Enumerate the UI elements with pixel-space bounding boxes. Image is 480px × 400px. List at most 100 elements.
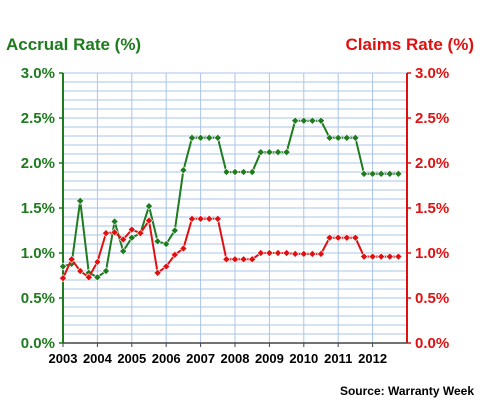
accrual-point bbox=[316, 116, 326, 125]
claims-point bbox=[93, 257, 102, 267]
left-y-axis: 0.0% 0.5% 1.0% 1.5% 2.0% 2.5% 3.0% bbox=[21, 65, 63, 352]
right-tick-label: 1.0% bbox=[415, 245, 449, 262]
accrual-point bbox=[248, 167, 257, 177]
accrual-point bbox=[162, 239, 171, 249]
accrual-point bbox=[239, 167, 248, 177]
accrual-point bbox=[282, 148, 291, 157]
accrual-point bbox=[273, 148, 283, 157]
claims-point bbox=[342, 233, 351, 242]
accrual-point bbox=[334, 133, 343, 142]
right-axis-title: Claims Rate (%) bbox=[346, 35, 474, 54]
claims-point bbox=[291, 249, 300, 258]
left-tick-label: 3.0% bbox=[21, 65, 55, 82]
accrual-point bbox=[119, 247, 128, 256]
accrual-point bbox=[205, 133, 214, 142]
claims-point bbox=[144, 216, 154, 225]
claims-point bbox=[256, 248, 265, 258]
claims-point bbox=[110, 228, 119, 237]
claims-point bbox=[351, 233, 360, 242]
accrual-point bbox=[351, 133, 360, 142]
claims-point bbox=[213, 214, 222, 223]
accrual-point bbox=[265, 148, 274, 157]
accrual-point bbox=[153, 237, 162, 246]
left-axis-title: Accrual Rate (%) bbox=[6, 35, 141, 54]
x-tick-label: 2006 bbox=[152, 351, 181, 366]
accrual-point bbox=[76, 196, 85, 205]
accrual-point bbox=[394, 169, 403, 178]
grid bbox=[63, 72, 408, 343]
x-tick-label: 2010 bbox=[289, 351, 318, 366]
claims-point bbox=[282, 248, 291, 258]
left-tick-label: 0.0% bbox=[21, 335, 55, 352]
claims-point bbox=[58, 274, 68, 283]
accrual-point bbox=[377, 169, 386, 178]
x-tick-label: 2008 bbox=[221, 351, 250, 366]
right-tick-label: 0.0% bbox=[415, 335, 449, 352]
claims-point bbox=[76, 266, 85, 276]
source-note: Source: Warranty Week bbox=[340, 384, 474, 398]
claims-point bbox=[196, 214, 205, 223]
claims-series-line bbox=[62, 217, 399, 279]
x-tick-label: 2012 bbox=[358, 351, 387, 366]
x-tick-label: 2005 bbox=[117, 351, 146, 366]
right-y-axis: 0.0% 0.5% 1.0% 1.5% 2.0% 2.5% 3.0% bbox=[407, 65, 449, 352]
right-tick-label: 3.0% bbox=[415, 65, 449, 82]
accrual-point bbox=[222, 167, 231, 177]
x-tick-label: 2003 bbox=[49, 351, 78, 366]
claims-point bbox=[385, 252, 394, 261]
claims-point bbox=[265, 248, 274, 258]
accrual-point bbox=[385, 169, 394, 178]
accrual-point bbox=[127, 233, 136, 242]
claims-point bbox=[248, 255, 257, 264]
accrual-point bbox=[325, 133, 334, 142]
x-tick-label: 2009 bbox=[255, 351, 284, 366]
accrual-point bbox=[308, 116, 317, 125]
claims-point bbox=[394, 252, 403, 261]
accrual-point bbox=[101, 266, 111, 276]
claims-point bbox=[153, 268, 162, 277]
right-tick-label: 2.5% bbox=[415, 110, 449, 127]
claims-point bbox=[359, 252, 369, 261]
claims-point bbox=[179, 244, 188, 253]
x-axis: 2003 2004 2005 2006 2007 2008 2009 2010 2011 2012 bbox=[49, 343, 387, 366]
accrual-point bbox=[299, 116, 308, 125]
claims-point bbox=[334, 233, 343, 242]
claims-point bbox=[101, 229, 111, 238]
claims-point bbox=[239, 255, 248, 264]
accrual-point bbox=[93, 273, 102, 282]
claims-point bbox=[162, 262, 171, 271]
left-tick-label: 2.5% bbox=[21, 110, 55, 127]
claims-point bbox=[84, 273, 93, 282]
x-tick-label: 2011 bbox=[324, 351, 352, 366]
accrual-point bbox=[187, 133, 197, 142]
claims-point bbox=[368, 252, 377, 261]
claims-point bbox=[170, 250, 179, 259]
accrual-point bbox=[58, 262, 68, 271]
left-tick-label: 2.0% bbox=[21, 155, 55, 172]
claims-point bbox=[136, 229, 145, 238]
right-tick-label: 2.0% bbox=[415, 155, 449, 172]
claims-point bbox=[308, 249, 317, 258]
accrual-point bbox=[213, 133, 222, 142]
accrual-point bbox=[144, 202, 154, 211]
claims-point bbox=[325, 233, 334, 242]
x-tick-label: 2004 bbox=[83, 351, 113, 366]
accrual-point bbox=[170, 226, 179, 235]
accrual-point bbox=[342, 133, 351, 142]
accrual-point bbox=[256, 148, 265, 157]
claims-point bbox=[127, 225, 136, 234]
claims-point bbox=[230, 255, 240, 264]
claims-point bbox=[377, 252, 386, 261]
left-tick-label: 0.5% bbox=[21, 290, 55, 307]
x-tick-label: 2007 bbox=[186, 351, 215, 366]
accrual-point bbox=[110, 217, 119, 226]
series bbox=[58, 116, 403, 283]
claims-point bbox=[187, 214, 197, 223]
right-tick-label: 1.5% bbox=[415, 200, 449, 217]
accrual-point bbox=[196, 133, 205, 142]
claims-point bbox=[119, 235, 128, 244]
claims-point bbox=[67, 255, 76, 264]
right-tick-label: 0.5% bbox=[415, 290, 449, 307]
accrual-point bbox=[359, 169, 369, 178]
